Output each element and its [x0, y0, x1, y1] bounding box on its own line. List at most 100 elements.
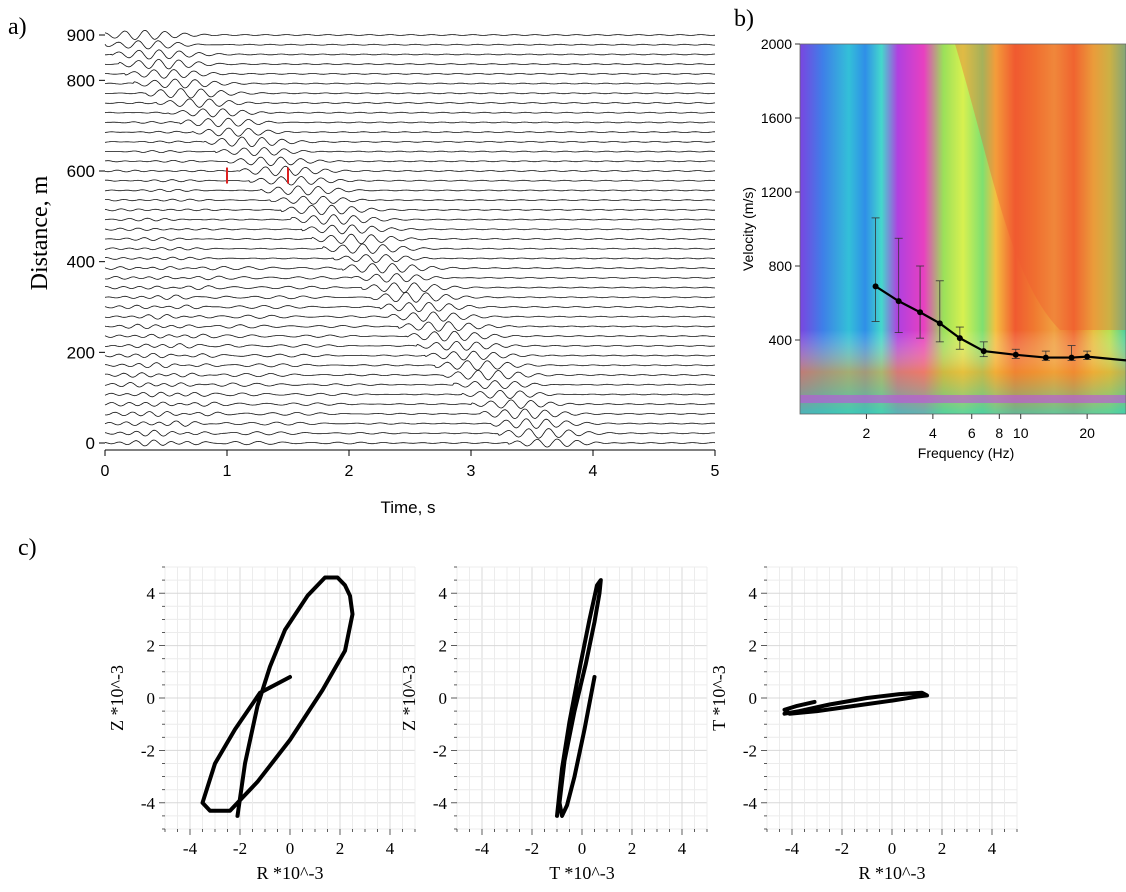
hodogram-tz: -4 -2 0 2 4 -4 -2 0 2 4 T *10^-3 Z *10^-3 — [399, 566, 708, 883]
seismic-trace — [104, 350, 716, 361]
distance-tick-label: 800 — [67, 71, 95, 90]
time-tick-label: 2 — [345, 463, 354, 480]
arrival-picks — [226, 167, 289, 184]
dispersion-point — [980, 348, 987, 355]
y-tick-label: 2 — [439, 637, 448, 656]
velocity-tick-label: 1600 — [761, 110, 792, 126]
seismic-trace — [104, 330, 715, 342]
y-tick-label: 0 — [147, 689, 156, 708]
x-tick-label: -4 — [475, 839, 490, 858]
fundamental-energy-band — [800, 395, 1126, 403]
panel-label-b: b) — [734, 6, 754, 32]
y-tick-label: 4 — [749, 584, 758, 603]
seismic-trace — [104, 302, 716, 313]
panel-label-a: a) — [8, 14, 27, 40]
hodogram-rt: -4 -2 0 2 4 -4 -2 0 2 4 R *10^-3 T *10^-3 — [709, 566, 1018, 883]
time-tick-label: 3 — [467, 463, 476, 480]
seismic-trace — [104, 204, 715, 216]
seismic-trace — [105, 117, 716, 128]
dispersion-point — [956, 335, 963, 342]
y-tick-label: 2 — [749, 637, 758, 656]
x-tick-label: -2 — [835, 839, 849, 858]
seismic-trace — [104, 58, 716, 70]
seismic-trace — [104, 108, 716, 118]
seismogram-panel: 0 1 2 3 4 5 0 200 400 600 800 900 Time, s Distance… — [27, 26, 720, 517]
x-axis-label: R *10^-3 — [257, 863, 324, 883]
seismic-trace — [104, 418, 716, 429]
seismic-trace — [104, 321, 716, 332]
particle-motion-path — [200, 575, 355, 818]
x-tick-label: -2 — [525, 839, 539, 858]
velocity-tick-label: 400 — [769, 332, 793, 348]
seismic-trace — [105, 88, 716, 99]
dispersion-point — [1042, 354, 1049, 361]
seismic-trace — [104, 224, 716, 235]
seismic-trace — [105, 195, 716, 205]
seismic-trace — [104, 380, 716, 390]
distance-tick-label: 200 — [67, 343, 95, 362]
frequency-tick-label: 6 — [968, 425, 976, 441]
x-axis-label: R *10^-3 — [859, 863, 926, 883]
x-tick-label: 0 — [578, 839, 587, 858]
seismic-trace — [104, 136, 716, 148]
x-tick-label: 2 — [336, 839, 345, 858]
frequency-tick-label: 4 — [929, 425, 937, 441]
hodogram-rz: -4 -2 0 2 4 -4 -2 0 2 4 R *10^-3 Z *10^-3 — [107, 566, 416, 883]
time-tick-label: 0 — [101, 463, 110, 480]
y-tick-label: -2 — [433, 741, 447, 760]
velocity-axis-label: Velocity (m/s) — [740, 187, 756, 271]
seismic-trace — [104, 408, 716, 420]
seismic-trace — [104, 156, 716, 167]
frequency-tick-label: 2 — [863, 425, 871, 441]
seismic-trace — [105, 340, 716, 351]
y-tick-label: 0 — [439, 689, 448, 708]
y-tick-label: 4 — [147, 584, 156, 603]
x-tick-label: -4 — [183, 839, 198, 858]
seismic-trace — [104, 399, 716, 409]
dispersion-point — [1012, 351, 1019, 358]
x-tick-label: 4 — [678, 839, 687, 858]
frequency-tick-label: 10 — [1013, 425, 1029, 441]
seismic-traces — [104, 29, 716, 448]
panel-label-c: c) — [18, 535, 37, 561]
seismic-trace — [104, 40, 715, 50]
dispersion-point — [936, 320, 943, 327]
y-tick-label: -4 — [433, 794, 448, 813]
x-tick-label: -4 — [785, 839, 800, 858]
dispersion-point — [872, 283, 879, 290]
x-tick-label: 0 — [286, 839, 295, 858]
particle-motion-path — [555, 578, 603, 818]
seismic-trace — [104, 311, 715, 322]
y-tick-label: 4 — [439, 584, 448, 603]
time-tick-label: 5 — [711, 463, 720, 480]
distance-tick-label: 600 — [67, 162, 95, 181]
dispersion-point — [895, 298, 902, 305]
seismic-trace — [104, 127, 715, 137]
seismic-trace — [104, 389, 715, 399]
frequency-axis-ticks: 2 4 6 8 10 20 — [863, 414, 1095, 441]
y-tick-label: 2 — [147, 637, 156, 656]
seismic-trace — [104, 273, 716, 283]
x-axis-label: T *10^-3 — [549, 863, 615, 883]
x-tick-label: 4 — [386, 839, 395, 858]
velocity-tick-label: 2000 — [761, 36, 792, 52]
distance-axis-label: Distance, m — [27, 175, 53, 290]
seismic-trace — [105, 147, 716, 157]
x-tick-label: 2 — [938, 839, 947, 858]
seismic-trace — [104, 176, 716, 186]
x-tick-label: -2 — [233, 839, 247, 858]
velocity-axis-ticks: 400 800 1200 1600 2000 — [761, 36, 800, 348]
seismic-trace — [104, 69, 716, 79]
dispersion-curve — [872, 283, 1126, 362]
y-axis-label: T *10^-3 — [709, 665, 729, 731]
y-axis-label: Z *10^-3 — [107, 665, 127, 731]
seismic-trace — [104, 428, 715, 439]
frequency-tick-label: 8 — [995, 425, 1003, 441]
energy-lobe — [955, 44, 1126, 330]
y-tick-label: -2 — [141, 741, 155, 760]
frequency-tick-label: 20 — [1079, 425, 1095, 441]
distance-tick-label: 400 — [67, 253, 95, 272]
x-tick-label: 2 — [628, 839, 637, 858]
seismic-trace — [104, 360, 716, 371]
distance-axis-ticks: 0 200 400 600 800 900 — [67, 26, 105, 453]
